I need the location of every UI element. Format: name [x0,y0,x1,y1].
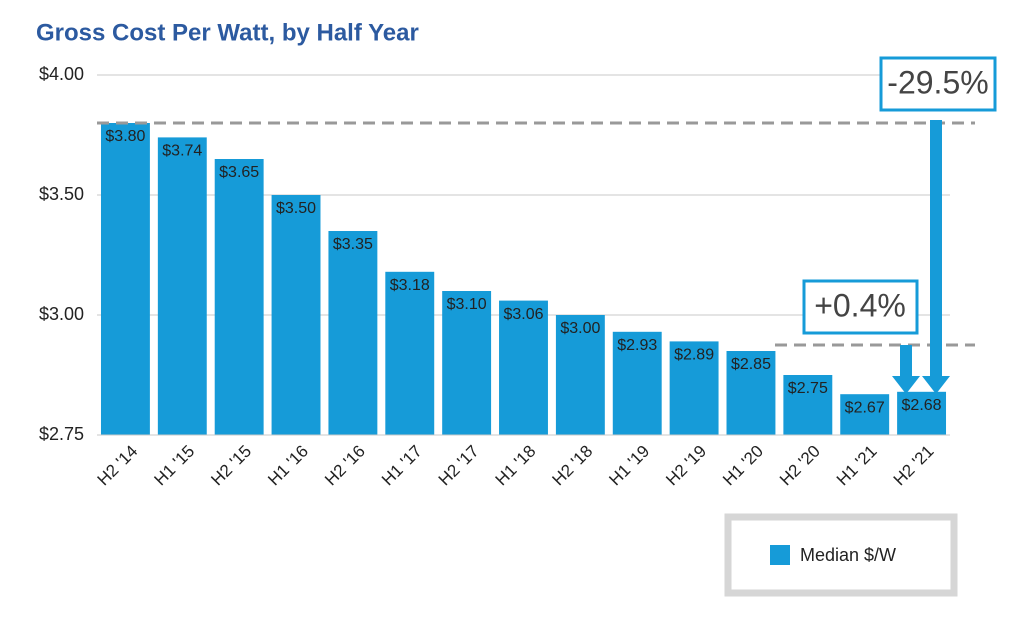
value-label: $3.65 [219,164,259,181]
x-tick-label: H1 '19 [605,442,653,490]
value-label: $2.68 [902,397,942,414]
x-tick-label: H1 '18 [492,442,540,490]
annotation-box [879,56,997,112]
annotation: +0.4% [814,287,906,323]
x-tick-label: H1 '16 [264,442,312,490]
value-label: $2.89 [674,347,714,364]
bar [385,271,435,435]
y-tick-label: $3.50 [39,184,84,204]
x-tick-label: H2 '14 [94,442,142,490]
value-label: $3.00 [560,320,600,337]
x-tick-label: H2 '18 [549,442,597,490]
value-label: $2.75 [788,380,828,397]
x-tick-label: H1 '21 [833,442,881,490]
bar [897,391,947,435]
bar [100,123,150,435]
annotation: -29.5% [887,64,988,100]
chart-title: Gross Cost Per Watt, by Half Year [36,19,419,46]
x-tick-label: H1 '17 [378,442,426,490]
bar [214,159,264,435]
value-label: $2.85 [731,356,771,373]
value-label: $3.80 [105,128,145,145]
y-tick-label: $4.00 [39,64,84,84]
bar [555,315,605,435]
legend-swatch [770,545,790,565]
x-tick-label: H2 '21 [890,442,938,490]
annotation-box [802,279,919,335]
y-tick-label: $3.00 [39,304,84,324]
value-label: $2.67 [845,399,885,416]
y-tick-label: $2.75 [39,424,84,444]
x-tick-label: H2 '17 [435,442,483,490]
bar [669,341,719,435]
value-label: $3.06 [503,306,543,323]
x-tick-label: H2 '20 [776,442,824,490]
bar [271,195,321,435]
annotation-arrows [892,120,950,394]
value-label: $3.50 [276,200,316,217]
value-label: $2.93 [617,337,657,354]
legend [724,513,958,597]
x-tick-label: H1 '20 [719,442,767,490]
bar [783,375,833,435]
bar [840,394,890,435]
value-label: $3.10 [447,296,487,313]
x-tick-label: H2 '19 [662,442,710,490]
bar [328,231,378,435]
x-tick-label: H1 '15 [150,442,198,490]
x-tick-label: H2 '16 [321,442,369,490]
x-tick-label: H2 '15 [207,442,255,490]
bar [157,137,207,435]
bar [612,331,662,435]
legend-label: Median $/W [800,545,896,565]
bar [442,291,492,435]
bar [499,300,548,435]
value-label: $3.74 [162,143,202,160]
value-label: $3.35 [333,236,373,253]
value-label: $3.18 [390,277,430,294]
bar [726,351,776,435]
